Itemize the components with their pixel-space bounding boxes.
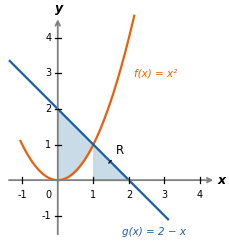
- Text: f(x) = x²: f(x) = x²: [134, 68, 177, 78]
- Text: 4: 4: [45, 33, 51, 43]
- Text: 1: 1: [45, 140, 51, 150]
- Text: g(x) = 2 − x: g(x) = 2 − x: [122, 227, 186, 237]
- Text: 3: 3: [161, 190, 168, 200]
- Text: 1: 1: [90, 190, 96, 200]
- Text: 0: 0: [45, 190, 51, 200]
- Text: 4: 4: [197, 190, 203, 200]
- Text: R: R: [109, 144, 124, 163]
- Text: 2: 2: [45, 104, 51, 114]
- Text: 3: 3: [45, 68, 51, 78]
- Text: y: y: [55, 2, 64, 15]
- Text: -1: -1: [17, 190, 27, 200]
- Text: 2: 2: [126, 190, 132, 200]
- Text: -1: -1: [42, 211, 51, 221]
- Text: x: x: [218, 174, 226, 187]
